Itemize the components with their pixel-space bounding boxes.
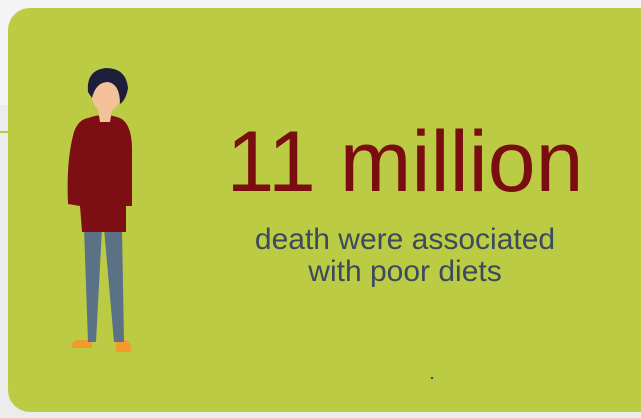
card (8, 8, 641, 412)
neck (98, 110, 112, 122)
hair (87, 68, 128, 104)
headline: 11 million (227, 114, 584, 210)
person-figure (67, 68, 132, 352)
dot (430, 376, 434, 380)
right-shoe (116, 340, 132, 352)
caption-line: death were associated (255, 223, 555, 256)
sweater (67, 115, 132, 232)
caption-line: with poor diets (307, 255, 501, 288)
face (92, 80, 120, 112)
left-leg (84, 228, 102, 342)
left-shoe (71, 340, 92, 348)
right-leg (104, 228, 124, 342)
